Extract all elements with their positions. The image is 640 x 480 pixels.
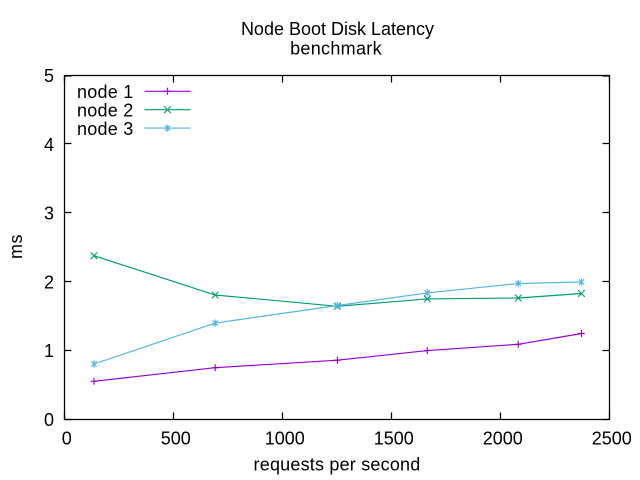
svg-text:5: 5: [44, 66, 54, 86]
svg-text:2500: 2500: [592, 428, 632, 448]
svg-text:1500: 1500: [374, 428, 414, 448]
svg-text:Node Boot Disk Latency: Node Boot Disk Latency: [241, 19, 434, 39]
svg-text:2000: 2000: [483, 428, 523, 448]
svg-text:node 2: node 2: [77, 101, 134, 121]
svg-text:node 3: node 3: [77, 119, 134, 139]
svg-text:1000: 1000: [265, 428, 305, 448]
svg-text:1: 1: [44, 341, 54, 361]
svg-text:3: 3: [44, 204, 54, 224]
svg-text:0: 0: [62, 428, 72, 448]
svg-text:benchmark: benchmark: [290, 38, 382, 58]
svg-text:ms: ms: [6, 234, 26, 259]
svg-text:500: 500: [161, 428, 191, 448]
svg-text:2: 2: [44, 272, 54, 292]
svg-text:node 1: node 1: [77, 82, 134, 102]
svg-text:requests per second: requests per second: [254, 455, 421, 475]
svg-text:0: 0: [44, 410, 54, 430]
svg-text:4: 4: [44, 135, 54, 155]
